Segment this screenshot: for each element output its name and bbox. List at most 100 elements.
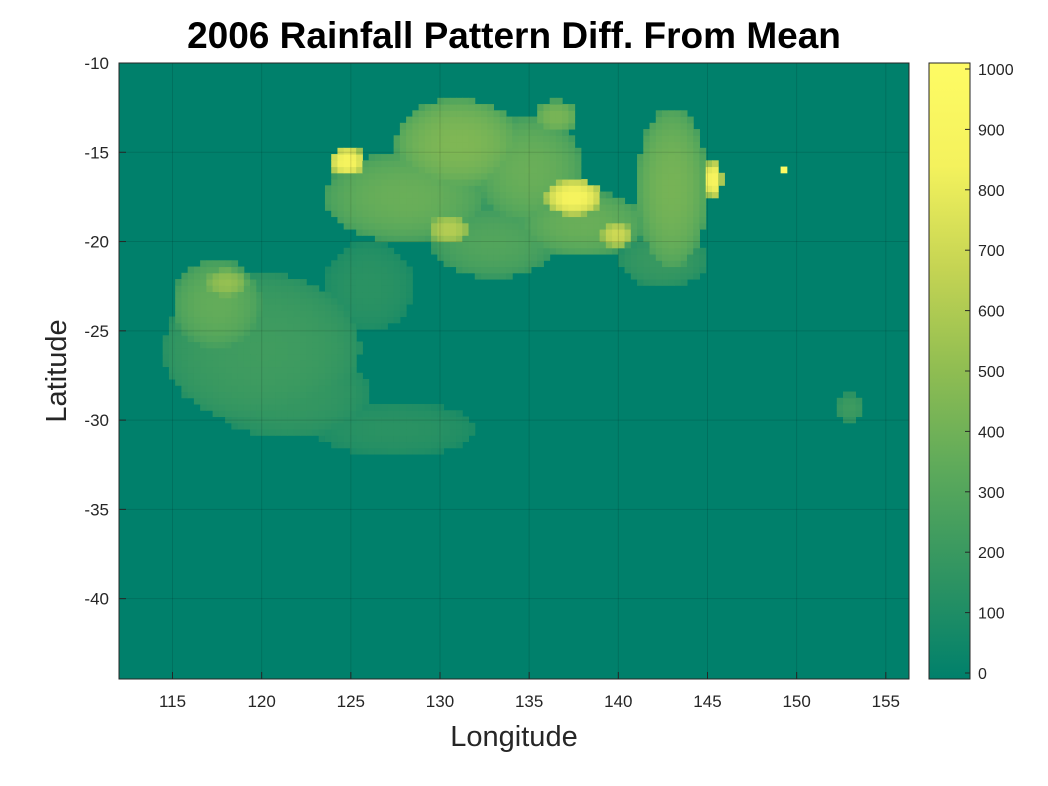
heatmap-cell	[399, 435, 407, 443]
heatmap-cell	[662, 122, 669, 130]
heatmap-cell	[281, 354, 289, 361]
heatmap-cell	[368, 185, 376, 193]
heatmap-cell	[449, 197, 457, 205]
heatmap-cell	[693, 254, 700, 261]
heatmap-cell	[562, 235, 569, 243]
heatmap-cell	[275, 341, 282, 349]
heatmap-cell	[468, 422, 476, 430]
heatmap-cell	[505, 154, 513, 161]
heatmap-cell	[387, 254, 395, 261]
heatmap-cell	[256, 310, 264, 318]
heatmap-cell	[406, 441, 413, 449]
heatmap-cell	[587, 197, 594, 205]
heatmap-cell	[343, 316, 351, 324]
heatmap-cell	[193, 310, 201, 318]
heatmap-cell	[449, 422, 457, 430]
heatmap-cell	[668, 247, 675, 255]
heatmap-cell	[193, 291, 201, 299]
heatmap-cell	[549, 160, 557, 168]
heatmap-cell	[780, 166, 788, 174]
heatmap-cell	[655, 235, 663, 243]
heatmap-cell	[418, 416, 426, 424]
heatmap-cell	[555, 147, 563, 155]
heatmap-cell	[518, 210, 526, 218]
heatmap-cell	[412, 416, 420, 424]
heatmap-cell	[275, 322, 282, 330]
heatmap-cell	[399, 441, 407, 449]
heatmap-cell	[605, 210, 613, 218]
heatmap-cell	[424, 429, 432, 436]
heatmap-cell	[362, 422, 370, 430]
heatmap-cell	[337, 254, 345, 261]
heatmap-cell	[543, 216, 551, 224]
heatmap-cell	[300, 360, 307, 368]
heatmap-cell	[593, 241, 601, 249]
heatmap-cell	[406, 422, 413, 430]
heatmap-cell	[331, 372, 338, 380]
heatmap-cell	[449, 241, 457, 249]
heatmap-cell	[331, 347, 338, 355]
heatmap-cell	[443, 141, 451, 149]
heatmap-cell	[481, 247, 488, 255]
heatmap-cell	[499, 166, 507, 174]
heatmap-cell	[387, 404, 395, 411]
heatmap-cell	[680, 260, 688, 268]
heatmap-cell	[699, 160, 707, 168]
heatmap-cell	[225, 416, 232, 424]
heatmap-cell	[649, 172, 657, 180]
heatmap-cell	[574, 210, 582, 218]
heatmap-cell	[424, 229, 432, 236]
heatmap-cell	[493, 241, 501, 249]
heatmap-cell	[250, 310, 257, 318]
heatmap-cell	[331, 197, 338, 205]
heatmap-cell	[349, 360, 357, 368]
heatmap-cell	[343, 279, 351, 286]
heatmap-cell	[181, 385, 189, 393]
heatmap-cell	[300, 416, 307, 424]
heatmap-cell	[481, 104, 488, 111]
heatmap-cell	[206, 366, 214, 374]
heatmap-cell	[275, 354, 282, 361]
heatmap-cell	[655, 247, 663, 255]
heatmap-cell	[331, 304, 338, 311]
heatmap-cell	[393, 416, 401, 424]
heatmap-cell	[406, 122, 413, 130]
heatmap-cell	[549, 147, 557, 155]
heatmap-cell	[474, 154, 482, 161]
heatmap-cell	[412, 447, 420, 455]
heatmap-cell	[231, 379, 239, 386]
heatmap-cell	[530, 247, 538, 255]
heatmap-cell	[206, 372, 214, 380]
heatmap-cell	[231, 347, 239, 355]
heatmap-cell	[481, 229, 488, 236]
heatmap-cell	[637, 266, 644, 274]
heatmap-cell	[193, 279, 201, 286]
heatmap-cell	[530, 179, 538, 186]
heatmap-cell	[406, 141, 413, 149]
heatmap-cell	[287, 416, 295, 424]
heatmap-cell	[543, 241, 551, 249]
heatmap-cell	[686, 179, 694, 186]
heatmap-cell	[175, 341, 182, 349]
heatmap-cell	[524, 216, 532, 224]
heatmap-cell	[374, 266, 382, 274]
heatmap-cell	[456, 147, 463, 155]
heatmap-cell	[287, 410, 295, 418]
heatmap-cell	[574, 154, 582, 161]
heatmap-cell	[387, 410, 395, 418]
heatmap-cell	[256, 416, 264, 424]
heatmap-cell	[443, 116, 451, 124]
heatmap-cell	[206, 285, 214, 293]
heatmap-cell	[555, 129, 563, 136]
heatmap-cell	[212, 391, 220, 399]
heatmap-cell	[624, 260, 632, 268]
heatmap-cell	[331, 166, 338, 174]
heatmap-cell	[349, 185, 357, 193]
heatmap-cell	[474, 191, 482, 199]
heatmap-cell	[555, 172, 563, 180]
heatmap-cell	[693, 135, 700, 143]
heatmap-cell	[674, 160, 682, 168]
heatmap-cell	[530, 116, 538, 124]
heatmap-cell	[225, 310, 232, 318]
heatmap-cell	[337, 404, 345, 411]
